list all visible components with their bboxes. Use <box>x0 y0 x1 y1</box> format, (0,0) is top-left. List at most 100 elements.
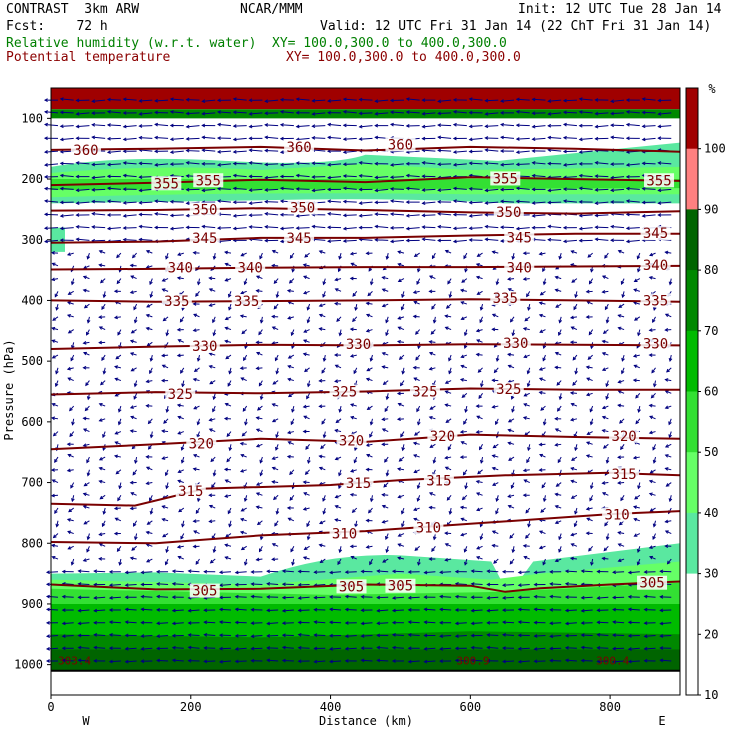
wind-arrow-head <box>507 428 512 433</box>
wind-arrow-head <box>396 339 401 344</box>
wind-arrow-shaft <box>503 621 515 624</box>
wind-arrow-shaft <box>76 226 90 229</box>
wind-arrow-shaft <box>644 647 656 650</box>
wind-arrow-head <box>344 607 349 612</box>
wind-arrow-head <box>108 583 113 588</box>
wind-arrow-head <box>452 212 457 217</box>
wind-arrow-shaft <box>265 136 279 139</box>
wind-arrow-head <box>319 520 323 525</box>
wind-arrow-head <box>311 124 316 129</box>
wind-arrow-shaft <box>565 583 577 586</box>
theta-label-320: 320 <box>339 434 364 450</box>
wind-arrow-head <box>342 199 347 204</box>
wind-arrow-head <box>290 421 295 426</box>
wind-arrow-shaft <box>611 225 625 229</box>
wind-arrow-head <box>187 569 192 574</box>
wind-arrow-head <box>601 428 606 433</box>
wind-arrow-head <box>468 124 473 129</box>
wind-arrow-head <box>275 434 279 439</box>
wind-arrow-shaft <box>392 609 404 612</box>
wind-arrow-head <box>389 199 394 203</box>
wind-arrow-head <box>59 173 64 178</box>
wind-arrow-shaft <box>485 238 499 241</box>
wind-arrow-shaft <box>626 163 640 166</box>
wind-arrow-head <box>369 498 374 503</box>
wind-arrow-shaft <box>626 123 640 127</box>
wind-arrow-head <box>334 494 339 499</box>
wind-arrow-head <box>570 479 575 484</box>
wind-arrow-shaft <box>314 634 326 637</box>
wind-arrow-head <box>491 250 496 255</box>
wind-arrow-head <box>649 555 654 560</box>
wind-arrow-head <box>232 213 237 218</box>
wind-arrow-head <box>201 135 206 140</box>
wind-arrow-shaft <box>314 621 326 624</box>
wind-arrow-head <box>138 224 143 229</box>
wind-arrow-head <box>266 633 271 638</box>
wind-arrow-head <box>627 570 632 575</box>
wind-arrow-head <box>287 517 292 522</box>
wind-arrow-head <box>366 367 371 372</box>
wind-arrow-head <box>318 303 323 308</box>
wind-arrow-head <box>61 658 66 663</box>
wind-arrow-shaft <box>109 596 121 599</box>
wind-arrow-head <box>303 275 308 280</box>
theta-label-340: 340 <box>507 261 532 277</box>
wind-arrow-shaft <box>359 238 373 241</box>
wind-arrow-shaft <box>550 595 562 598</box>
wind-arrow-head <box>374 188 379 193</box>
wind-arrow-shaft <box>343 150 357 153</box>
wind-arrow-head <box>636 548 641 553</box>
wind-arrow-head <box>287 355 292 359</box>
wind-arrow-head <box>50 493 55 498</box>
wind-arrow-head <box>416 408 420 413</box>
wind-arrow-head <box>360 658 365 663</box>
wind-arrow-shaft <box>330 621 342 624</box>
wind-arrow-head <box>594 188 599 192</box>
wind-arrow-head <box>620 370 625 375</box>
wind-arrow-shaft <box>141 635 153 637</box>
theta-label-bg <box>336 433 367 448</box>
theta-label-325: 325 <box>168 387 193 403</box>
wind-arrow-head <box>605 383 609 388</box>
wind-arrow-head <box>70 357 74 362</box>
wind-arrow-shaft <box>406 214 420 217</box>
wind-arrow-head <box>149 357 154 362</box>
wind-arrow-head <box>86 472 91 477</box>
wind-arrow-head <box>495 498 500 503</box>
wind-arrow-shaft <box>282 646 294 649</box>
wind-arrow-shaft <box>518 621 530 624</box>
wind-arrow-shaft <box>548 136 562 139</box>
wind-arrow-head <box>570 417 575 422</box>
wind-arrow-head <box>259 472 264 477</box>
wind-arrow-head <box>279 150 284 154</box>
theta-label-bg <box>193 173 224 188</box>
wind-arrow-shaft <box>249 112 263 115</box>
field2-name: Potential temperature <box>6 50 171 65</box>
wind-arrow-head <box>486 582 491 587</box>
wind-arrow-head <box>328 633 333 638</box>
wind-arrow-head <box>431 305 435 310</box>
wind-arrow-head <box>430 330 435 335</box>
wind-arrow-head <box>303 415 308 420</box>
wind-arrow-head <box>385 549 390 554</box>
wind-arrow-head <box>124 583 129 587</box>
wind-arrow-head <box>66 442 71 447</box>
wind-arrow-head <box>279 123 284 127</box>
wind-arrow-head <box>428 289 433 294</box>
wind-arrow-head <box>391 645 396 650</box>
wind-arrow-head <box>635 394 639 399</box>
wind-arrow-head <box>621 357 625 362</box>
wind-arrow-shaft <box>516 137 530 140</box>
wind-arrow-shaft <box>469 162 483 165</box>
wind-arrow-shaft <box>280 227 294 230</box>
wind-arrow-head <box>45 659 50 663</box>
wind-arrow-head <box>641 137 646 142</box>
wind-arrow-head <box>428 351 433 356</box>
wind-arrow-head <box>55 306 59 311</box>
wind-arrow-head <box>547 188 552 193</box>
theta-label-bg <box>235 260 266 275</box>
wind-arrow-head <box>632 378 637 383</box>
wind-arrow-head <box>162 533 166 538</box>
wind-arrow-head <box>243 561 248 566</box>
